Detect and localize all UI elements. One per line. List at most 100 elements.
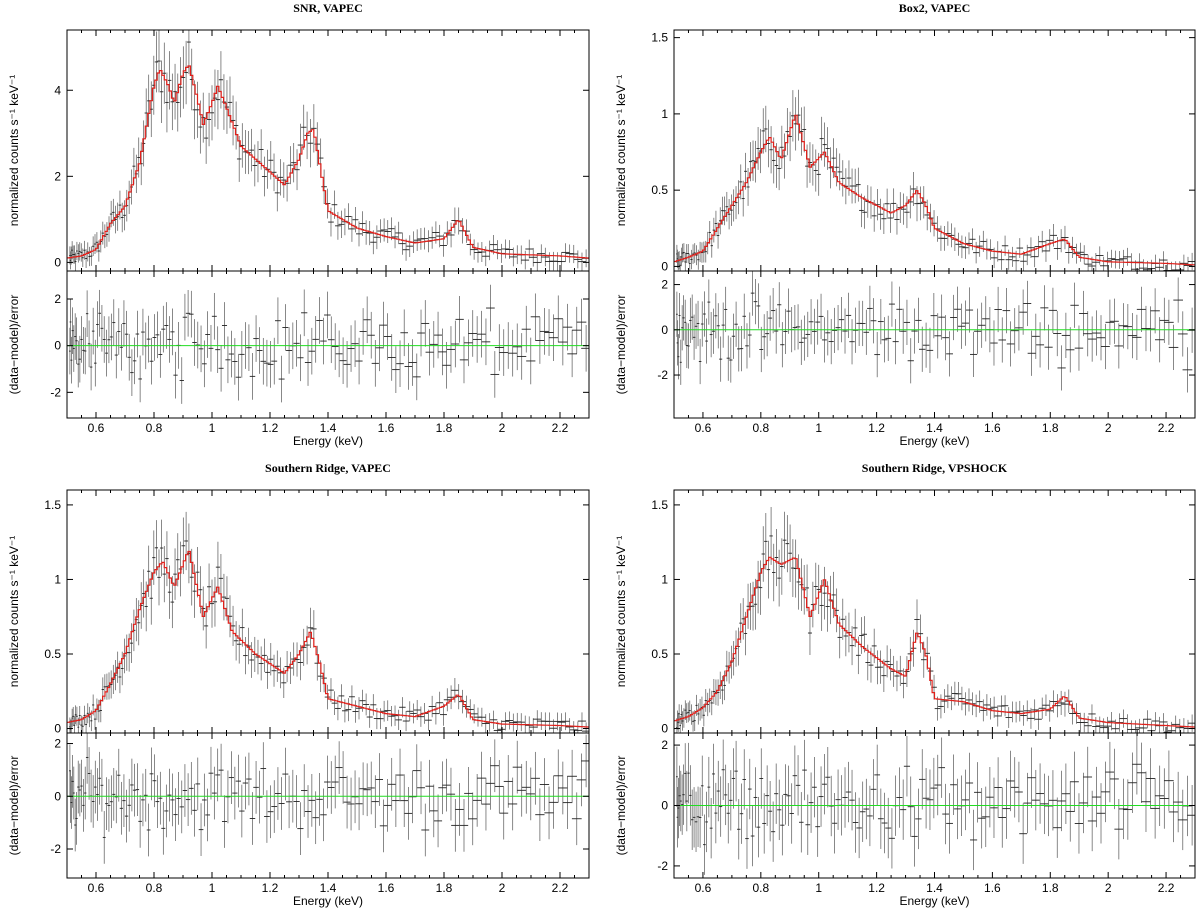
data-point bbox=[162, 545, 166, 603]
residual-point bbox=[494, 324, 504, 371]
data-point bbox=[159, 519, 164, 577]
residual-point bbox=[859, 300, 866, 347]
data-point bbox=[1050, 690, 1058, 713]
residual-point bbox=[304, 785, 312, 838]
data-point bbox=[1020, 705, 1027, 726]
residual-point bbox=[870, 759, 877, 820]
residual-point bbox=[161, 305, 166, 353]
residual-point bbox=[355, 777, 363, 831]
x-axis-label: Energy (keV) bbox=[293, 434, 363, 448]
data-point bbox=[687, 702, 690, 723]
data-point bbox=[505, 711, 514, 730]
data-point bbox=[249, 642, 254, 678]
data-point bbox=[85, 249, 88, 269]
data-point bbox=[436, 691, 444, 714]
data-point bbox=[328, 678, 334, 703]
data-point bbox=[307, 119, 314, 168]
data-point bbox=[345, 203, 352, 230]
residual-point bbox=[774, 763, 779, 824]
y-tick-label: 0.5 bbox=[44, 647, 61, 661]
residual-point bbox=[535, 788, 545, 842]
residual-point bbox=[1015, 761, 1023, 823]
residual-point bbox=[468, 792, 477, 846]
data-point bbox=[766, 540, 771, 599]
residual-point bbox=[684, 299, 687, 345]
residual-point bbox=[78, 335, 81, 383]
residual-point bbox=[455, 296, 464, 343]
data-point bbox=[862, 616, 867, 653]
residual-point bbox=[888, 281, 895, 327]
data-point bbox=[501, 712, 510, 731]
residual-point bbox=[425, 328, 434, 376]
residual-point bbox=[734, 301, 738, 347]
residual-point bbox=[535, 317, 545, 364]
residual-point bbox=[256, 770, 263, 824]
x-tick-label: 2 bbox=[1105, 881, 1112, 895]
residual-point bbox=[930, 293, 938, 339]
residual-point bbox=[455, 783, 464, 836]
residual-point bbox=[70, 776, 73, 829]
data-point bbox=[681, 711, 684, 731]
data-point bbox=[1038, 230, 1046, 253]
residual-point bbox=[970, 331, 978, 378]
residual-point bbox=[282, 747, 289, 801]
residual-point bbox=[691, 294, 694, 340]
residual-point bbox=[845, 761, 852, 823]
residual-point bbox=[260, 337, 267, 385]
residual-point bbox=[1053, 797, 1062, 858]
residual-point bbox=[363, 296, 371, 344]
residual-point bbox=[867, 785, 873, 847]
residual-point bbox=[815, 299, 821, 345]
residual-point bbox=[327, 316, 335, 364]
data-point bbox=[1042, 694, 1050, 716]
residual-point bbox=[808, 772, 814, 833]
residual-point bbox=[75, 317, 78, 365]
data-point bbox=[338, 210, 345, 239]
residual-point bbox=[966, 287, 974, 333]
data-point bbox=[83, 705, 86, 726]
data-point bbox=[147, 545, 151, 597]
residual-point bbox=[82, 327, 85, 374]
residual-point bbox=[100, 304, 104, 352]
residual-point bbox=[105, 777, 108, 831]
residual-point bbox=[359, 762, 367, 816]
residual-point bbox=[707, 756, 711, 818]
residual-point bbox=[228, 751, 234, 804]
residual-point bbox=[705, 791, 708, 853]
residual-point bbox=[881, 317, 888, 363]
residual-point bbox=[72, 325, 75, 372]
residual-point bbox=[747, 312, 752, 358]
data-point bbox=[828, 147, 833, 189]
data-point bbox=[406, 235, 414, 258]
data-point bbox=[791, 90, 795, 142]
data-point bbox=[1046, 229, 1054, 252]
residual-point bbox=[799, 792, 804, 853]
data-point bbox=[944, 684, 951, 709]
data-point bbox=[941, 689, 948, 714]
residual-point bbox=[986, 766, 994, 828]
residual-point bbox=[724, 286, 728, 333]
data-point bbox=[83, 240, 86, 260]
residual-point bbox=[170, 308, 175, 356]
residual-point bbox=[417, 761, 425, 815]
residual-point bbox=[700, 755, 704, 817]
data-point bbox=[769, 506, 773, 565]
data-point bbox=[734, 186, 738, 220]
y-tick-label: -2 bbox=[50, 385, 61, 399]
residual-point bbox=[339, 751, 347, 804]
residual-point bbox=[367, 311, 375, 359]
data-point bbox=[1005, 707, 1012, 728]
residual-point bbox=[705, 318, 708, 364]
residual-point bbox=[173, 351, 178, 399]
data-point bbox=[406, 701, 414, 722]
residual-point bbox=[434, 311, 443, 359]
residual-point bbox=[1096, 315, 1106, 361]
data-point bbox=[900, 193, 907, 225]
residual-point bbox=[127, 778, 131, 832]
residual-point bbox=[731, 748, 736, 809]
residual-point bbox=[982, 786, 990, 848]
residual-point bbox=[1074, 793, 1084, 854]
data-point bbox=[1143, 710, 1152, 729]
residual-point bbox=[896, 286, 903, 332]
residual-point bbox=[132, 763, 137, 817]
